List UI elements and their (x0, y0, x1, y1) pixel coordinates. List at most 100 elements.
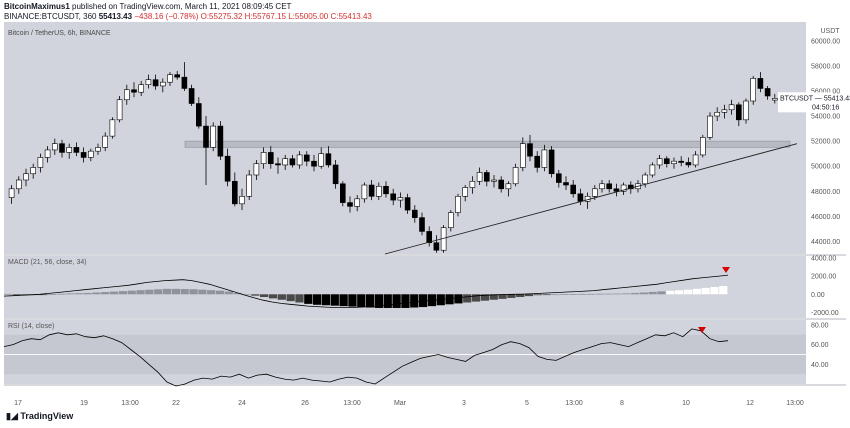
macd-hist-bar (410, 294, 419, 308)
candle-down (275, 163, 281, 166)
candle-up (397, 197, 404, 201)
macd-hist-bar (277, 294, 286, 300)
macd-hist-bar (145, 289, 154, 295)
rsi-tick-label: 40.00 (811, 362, 829, 369)
rsi-line (3, 328, 729, 387)
macd-hist-bar (666, 290, 675, 295)
macd-hist-bar (683, 289, 693, 295)
macd-hist-bar (154, 289, 163, 295)
candle-down (80, 152, 87, 158)
macd-hist-bar (198, 289, 207, 295)
macd-hist-bar (551, 294, 560, 296)
candle-up (318, 153, 325, 167)
macd-hist-bar (92, 292, 101, 295)
macd-hist-bar (675, 290, 684, 295)
macd-hist-bar (542, 294, 551, 296)
candle-up (260, 152, 267, 165)
candle-up (44, 149, 51, 158)
macd-tick-label: -2000.00 (811, 310, 839, 317)
candle-up (354, 198, 361, 207)
price-tick-label: 58000.00 (811, 63, 840, 70)
time-tick-label: Mar (394, 400, 407, 407)
time-tick-label: 5 (525, 400, 529, 407)
macd-hist-bar (109, 291, 119, 295)
publisher-name[interactable]: BitcoinMaximus1 (4, 2, 70, 11)
candle-down (188, 88, 195, 104)
macd-hist-bar (171, 288, 180, 295)
candle-down (563, 182, 569, 186)
price-tick-label: 52000.00 (811, 139, 840, 146)
macd-hist-bar (560, 294, 569, 295)
macd-hist-bar (251, 294, 260, 296)
candle-up (160, 81, 166, 87)
macd-hist-bar (65, 293, 75, 295)
candle-up (721, 109, 728, 113)
macd-hist-bar (657, 291, 666, 295)
macd-hist-bar (207, 290, 216, 295)
candle-up (743, 100, 749, 121)
macd-hist-bar (339, 294, 348, 307)
macd-hist-bar (304, 294, 313, 304)
macd-hist-bar (189, 289, 198, 295)
candle-up (253, 163, 260, 176)
macd-label: MACD (21, 56, close, 34) (8, 259, 87, 266)
time-tick-label: 26 (301, 400, 309, 407)
candle-up (296, 154, 303, 166)
price-change: −438.16 (−0.78%) (134, 12, 199, 21)
time-tick-label: 13:00 (565, 400, 583, 407)
candle-down (483, 172, 490, 182)
candle-up (23, 173, 29, 181)
candle-down (174, 74, 180, 78)
candle-up (462, 187, 469, 197)
macd-hist-bar (569, 294, 578, 295)
candle-up (102, 135, 108, 148)
tradingview-icon: ▮◢ (6, 411, 18, 421)
macd-hist-bar (162, 288, 172, 295)
candle-up (30, 167, 37, 175)
macd-hist-bar (366, 294, 375, 308)
candle-down (548, 149, 555, 175)
candle-up (692, 154, 699, 166)
candle-down (325, 153, 332, 166)
candle-up (109, 119, 116, 137)
candle-down (203, 125, 209, 148)
macd-hist-bar (295, 294, 304, 303)
macd-hist-bar (56, 293, 66, 295)
candle-up (124, 89, 130, 101)
macd-hist-bar (215, 290, 225, 295)
candle-down (404, 197, 411, 211)
macd-hist-bar (383, 294, 392, 308)
candle-down (347, 202, 353, 207)
price-tick-label: 56000.00 (811, 88, 840, 95)
candle-down (411, 209, 418, 218)
macd-hist-bar (586, 293, 595, 295)
price-tick-label: 54000.00 (811, 114, 840, 121)
candle-up (476, 172, 483, 182)
macd-hist-bar (180, 289, 189, 295)
candle-down (627, 184, 634, 190)
macd-hist-bar (321, 294, 331, 306)
candle-up (145, 79, 152, 86)
candle-up (138, 84, 144, 93)
candle-up (51, 143, 58, 151)
macd-tick-label: 0.00 (811, 292, 825, 299)
time-tick-label: 19 (80, 400, 88, 407)
last-price-label: BTCUSDT — 55413.43 04:50:16 (778, 92, 850, 113)
macd-hist-bar (471, 294, 481, 302)
candle-up (66, 147, 72, 153)
candle-up (282, 158, 289, 166)
candle-up (116, 99, 123, 121)
candle-down (433, 242, 440, 251)
macd-panel (4, 256, 806, 318)
candle-up (505, 183, 512, 190)
macd-hist-bar (719, 286, 728, 295)
candle-up (707, 115, 713, 138)
macd-hist-bar (4, 293, 13, 295)
tradingview-logo[interactable]: ▮◢ TradingView (6, 411, 73, 422)
macd-hist-bar (233, 292, 242, 295)
candle-up (519, 143, 526, 168)
macd-hist-bar (127, 290, 136, 295)
candle-down (73, 147, 80, 153)
macd-tick-label: 4000.00 (811, 255, 836, 262)
